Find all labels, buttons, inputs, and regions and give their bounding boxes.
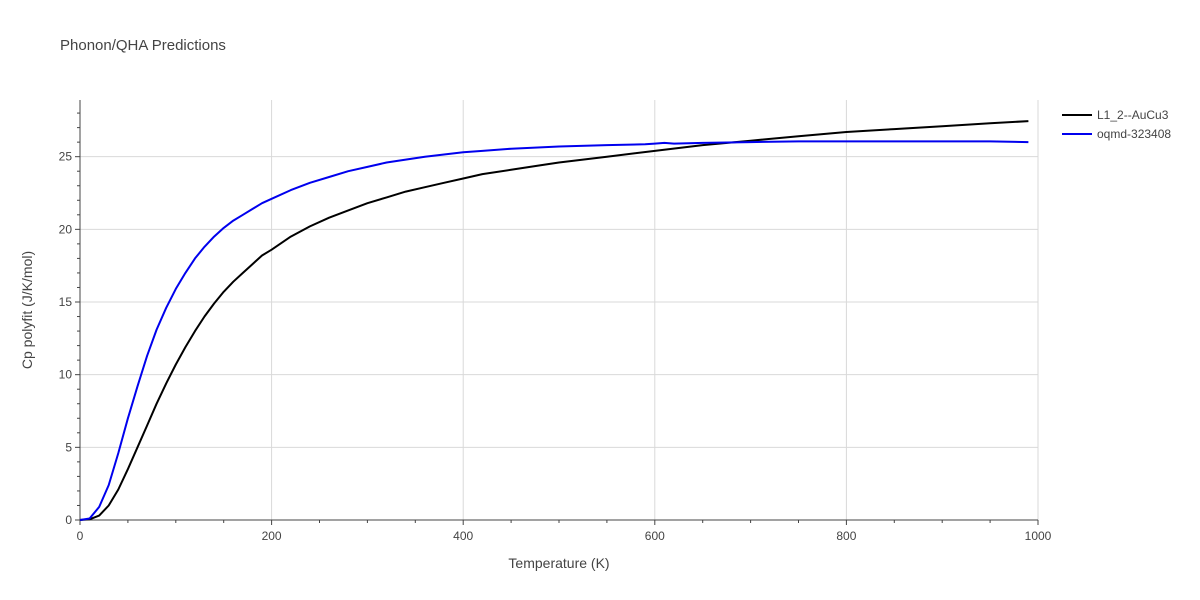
x-tick-label: 0 bbox=[77, 529, 84, 543]
y-tick-label: 10 bbox=[59, 368, 73, 382]
y-axis-ticks: 0 5 10 15 20 25 bbox=[59, 112, 80, 527]
chart-title: Phonon/QHA Predictions bbox=[60, 37, 226, 54]
grid-lines bbox=[80, 100, 1039, 520]
x-axis-title: Temperature (K) bbox=[508, 555, 609, 571]
legend-label: L1_2--AuCu3 bbox=[1097, 108, 1169, 122]
series-line bbox=[79, 120, 1029, 521]
x-tick-label: 600 bbox=[645, 529, 665, 543]
legend-item[interactable]: oqmd-323408 bbox=[1062, 127, 1171, 141]
y-tick-label: 15 bbox=[59, 295, 73, 309]
legend[interactable]: L1_2--AuCu3 oqmd-323408 bbox=[1062, 108, 1171, 141]
x-tick-label: 1000 bbox=[1025, 529, 1052, 543]
x-tick-label: 200 bbox=[262, 529, 282, 543]
y-tick-label: 0 bbox=[65, 513, 72, 527]
y-tick-label: 20 bbox=[59, 222, 73, 236]
y-tick-label: 25 bbox=[59, 150, 73, 164]
series-lines bbox=[79, 120, 1029, 521]
x-tick-label: 400 bbox=[453, 529, 473, 543]
x-axis-ticks: 0 200 400 600 800 1000 bbox=[77, 520, 1052, 543]
legend-item[interactable]: L1_2--AuCu3 bbox=[1062, 108, 1169, 122]
series-line bbox=[79, 140, 1029, 521]
y-axis-title: Cp polyfit (J/K/mol) bbox=[19, 251, 35, 369]
y-tick-label: 5 bbox=[65, 440, 72, 454]
legend-label: oqmd-323408 bbox=[1097, 127, 1171, 141]
x-tick-label: 800 bbox=[836, 529, 856, 543]
